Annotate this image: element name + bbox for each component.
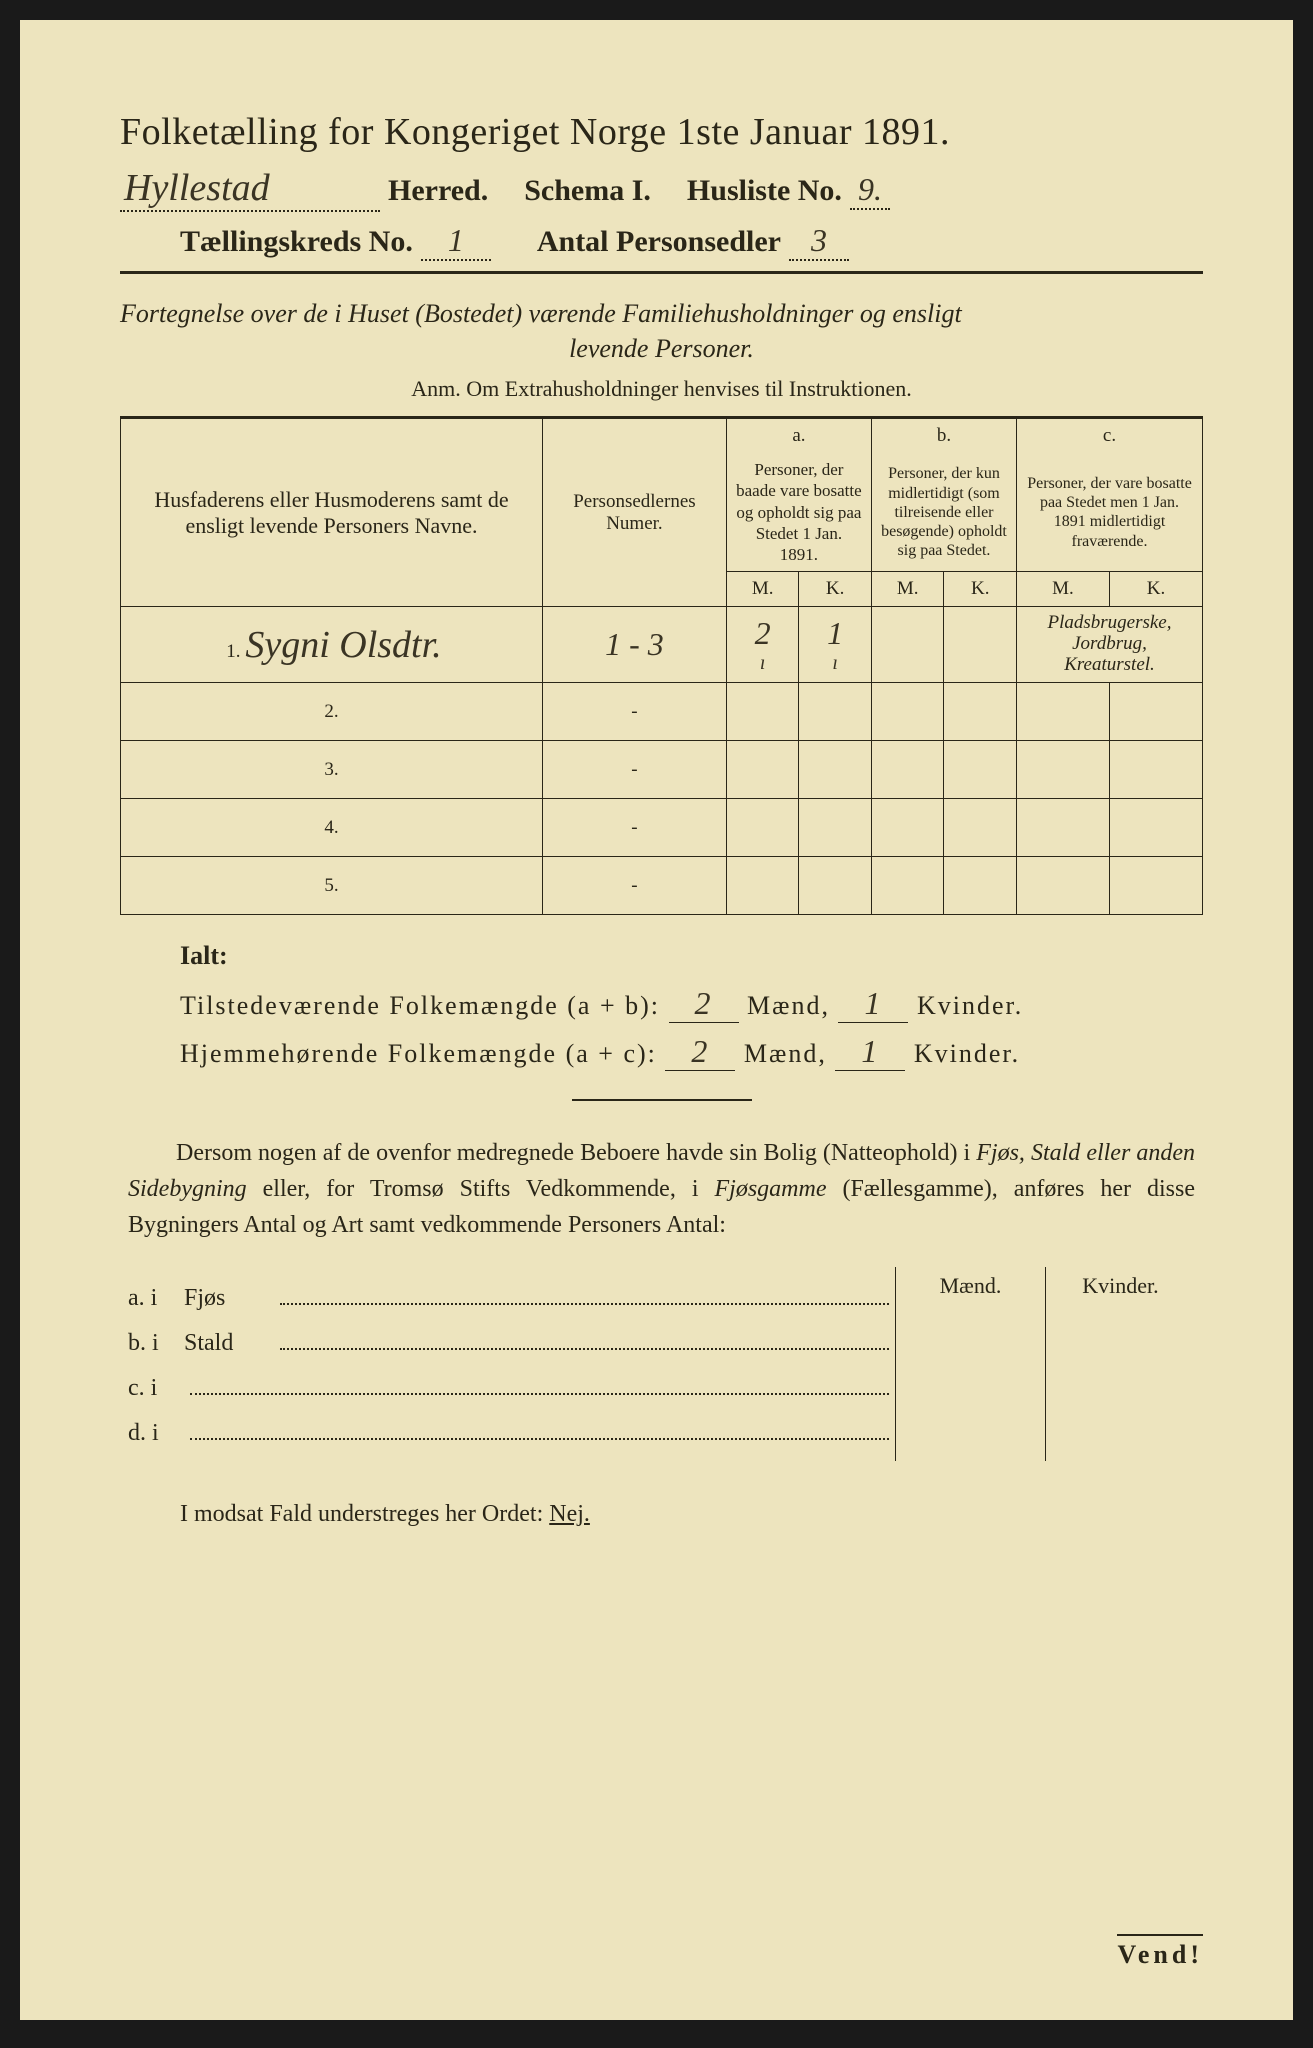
- srow-d: d. i: [128, 1416, 895, 1447]
- sidebuild-rows: a. i Fjøs b. i Stald c. i d. i: [128, 1267, 895, 1461]
- header-row-2: Tællingskreds No. 1 Antal Personsedler 3: [120, 222, 1203, 261]
- srow-b: b. i Stald: [128, 1326, 895, 1357]
- col-personsedler: Personsedlernes Numer.: [543, 418, 727, 607]
- subtitle-line2: levende Personer.: [120, 331, 1203, 366]
- dots: [280, 1326, 889, 1350]
- closing-text: I modsat Fald understreges her Ordet:: [180, 1501, 543, 1527]
- srow-lbl: d. i: [128, 1420, 184, 1447]
- note1: Pladsbrugerske,: [1047, 612, 1171, 633]
- table-row: 3. -: [121, 741, 1203, 799]
- col-a-m: M.: [726, 572, 799, 607]
- side-building-paragraph: Dersom nogen af de ovenfor medregnede Be…: [128, 1135, 1195, 1243]
- kreds-value: 1: [421, 222, 491, 261]
- table-row: 1.Sygni Olsdtr. 1 - 3 2ı 1ı Pladsbrugers…: [121, 607, 1203, 683]
- col-a: Personer, der baade vare bosatte og opho…: [726, 453, 871, 572]
- cell: -: [543, 799, 727, 857]
- dots: [190, 1416, 889, 1440]
- srow-c: c. i: [128, 1371, 895, 1402]
- col-names: Husfaderens eller Husmoderens samt de en…: [121, 418, 543, 607]
- divider: [120, 271, 1203, 274]
- cell: -: [543, 857, 727, 915]
- l1-m: 2: [669, 985, 739, 1023]
- col-c-top: c.: [1017, 418, 1203, 454]
- cell: 2: [755, 615, 771, 651]
- row-num: 5.: [320, 875, 344, 897]
- herred-value: Hyllestad: [120, 166, 380, 212]
- srow-lbl: b. i: [128, 1330, 184, 1357]
- row-num: 3.: [320, 759, 344, 781]
- l2-m: 2: [665, 1033, 735, 1071]
- kvinder: Kvinder.: [917, 991, 1023, 1020]
- cell: [944, 607, 1017, 683]
- turn-over: Vend!: [1117, 1934, 1203, 1970]
- col-b-m: M.: [871, 572, 944, 607]
- table-row: 4. -: [121, 799, 1203, 857]
- schema-label: Schema I.: [524, 174, 651, 208]
- col-c-m: M.: [1017, 572, 1110, 607]
- husliste-value: 9.: [850, 171, 890, 210]
- cell: [871, 607, 944, 683]
- table-row: 2. -: [121, 683, 1203, 741]
- maend: Mænd,: [747, 991, 830, 1020]
- col-b-top: b.: [871, 418, 1016, 454]
- l2-k: 1: [835, 1033, 905, 1071]
- srow-lbl: c. i: [128, 1375, 184, 1402]
- antal-value: 3: [789, 222, 849, 261]
- row-num: 2.: [320, 701, 344, 723]
- cell-sub: ı: [760, 652, 766, 674]
- col-c: Personer, der vare bosatte paa Stedet me…: [1017, 453, 1203, 572]
- side-building-table: a. i Fjøs b. i Stald c. i d. i Mænd. Kvi…: [128, 1267, 1195, 1461]
- kreds-label: Tællingskreds No.: [180, 225, 413, 259]
- antal-label: Antal Personsedler: [537, 225, 781, 259]
- total-present: Tilstedeværende Folkemængde (a + b): 2 M…: [180, 985, 1203, 1023]
- col-a-k: K.: [799, 572, 872, 607]
- row-name: Sygni Olsdtr.: [245, 624, 441, 666]
- row-num: 1.: [221, 641, 245, 663]
- mid-divider: [572, 1099, 752, 1101]
- subtitle: Fortegnelse over de i Huset (Bostedet) v…: [120, 296, 1203, 366]
- maend: Mænd,: [744, 1039, 827, 1068]
- col-b-k: K.: [944, 572, 1017, 607]
- dots: [280, 1281, 889, 1305]
- ialt-label: Ialt:: [180, 941, 1203, 971]
- sidebuild-cols: Mænd. Kvinder.: [895, 1267, 1195, 1461]
- cell: 1: [827, 615, 843, 651]
- col-maend: Mænd.: [896, 1267, 1046, 1461]
- srow-lbl: a. i: [128, 1285, 184, 1312]
- cell: -: [543, 683, 727, 741]
- line2-label: Hjemmehørende Folkemængde (a + c):: [180, 1039, 657, 1068]
- table-body: 1.Sygni Olsdtr. 1 - 3 2ı 1ı Pladsbrugers…: [121, 607, 1203, 915]
- table-row: 5. -: [121, 857, 1203, 915]
- household-table: Husfaderens eller Husmoderens samt de en…: [120, 416, 1203, 915]
- col-c-k: K.: [1109, 572, 1202, 607]
- note2: Jordbrug, Kreaturstel.: [1064, 633, 1155, 675]
- row-num: 4.: [320, 817, 344, 839]
- kvinder: Kvinder.: [914, 1039, 1020, 1068]
- cell: 1 - 3: [605, 626, 664, 662]
- l1-k: 1: [838, 985, 908, 1023]
- srow-type: Stald: [184, 1330, 274, 1357]
- nej-word: Nej.: [549, 1501, 590, 1527]
- line1-label: Tilstedeværende Folkemængde (a + b):: [180, 991, 660, 1020]
- subtitle-line1: Fortegnelse over de i Huset (Bostedet) v…: [120, 299, 962, 328]
- srow-type: Fjøs: [184, 1285, 274, 1312]
- header-row-1: Hyllestad Herred. Schema I. Husliste No.…: [120, 166, 1203, 212]
- closing-line: I modsat Fald understreges her Ordet: Ne…: [180, 1501, 1195, 1528]
- total-resident: Hjemmehørende Folkemængde (a + c): 2 Mæn…: [180, 1033, 1203, 1071]
- col-a-top: a.: [726, 418, 871, 454]
- dots: [190, 1371, 889, 1395]
- col-b: Personer, der kun midlertidigt (som tilr…: [871, 453, 1016, 572]
- totals-block: Ialt: Tilstedeværende Folkemængde (a + b…: [180, 941, 1203, 1071]
- anm-note: Anm. Om Extrahusholdninger henvises til …: [120, 376, 1203, 402]
- srow-a: a. i Fjøs: [128, 1281, 895, 1312]
- husliste-label: Husliste No.: [687, 174, 842, 208]
- page-title: Folketælling for Kongeriget Norge 1ste J…: [120, 110, 1203, 154]
- census-form-page: Folketælling for Kongeriget Norge 1ste J…: [20, 20, 1293, 2020]
- cell: -: [543, 741, 727, 799]
- col-kvinder: Kvinder.: [1046, 1267, 1195, 1461]
- row-note: Pladsbrugerske, Jordbrug, Kreaturstel.: [1017, 607, 1203, 683]
- herred-label: Herred.: [388, 174, 488, 208]
- cell-sub: ı: [832, 652, 838, 674]
